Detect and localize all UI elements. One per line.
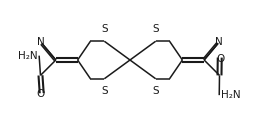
- Text: H₂N: H₂N: [221, 90, 241, 100]
- Text: S: S: [152, 24, 159, 34]
- Text: O: O: [217, 54, 225, 64]
- Text: N: N: [215, 37, 223, 47]
- Text: H₂N: H₂N: [18, 51, 37, 61]
- Text: O: O: [37, 89, 45, 99]
- Text: N: N: [37, 37, 45, 47]
- Text: S: S: [152, 86, 159, 96]
- Text: S: S: [101, 86, 107, 96]
- Text: S: S: [101, 24, 107, 34]
